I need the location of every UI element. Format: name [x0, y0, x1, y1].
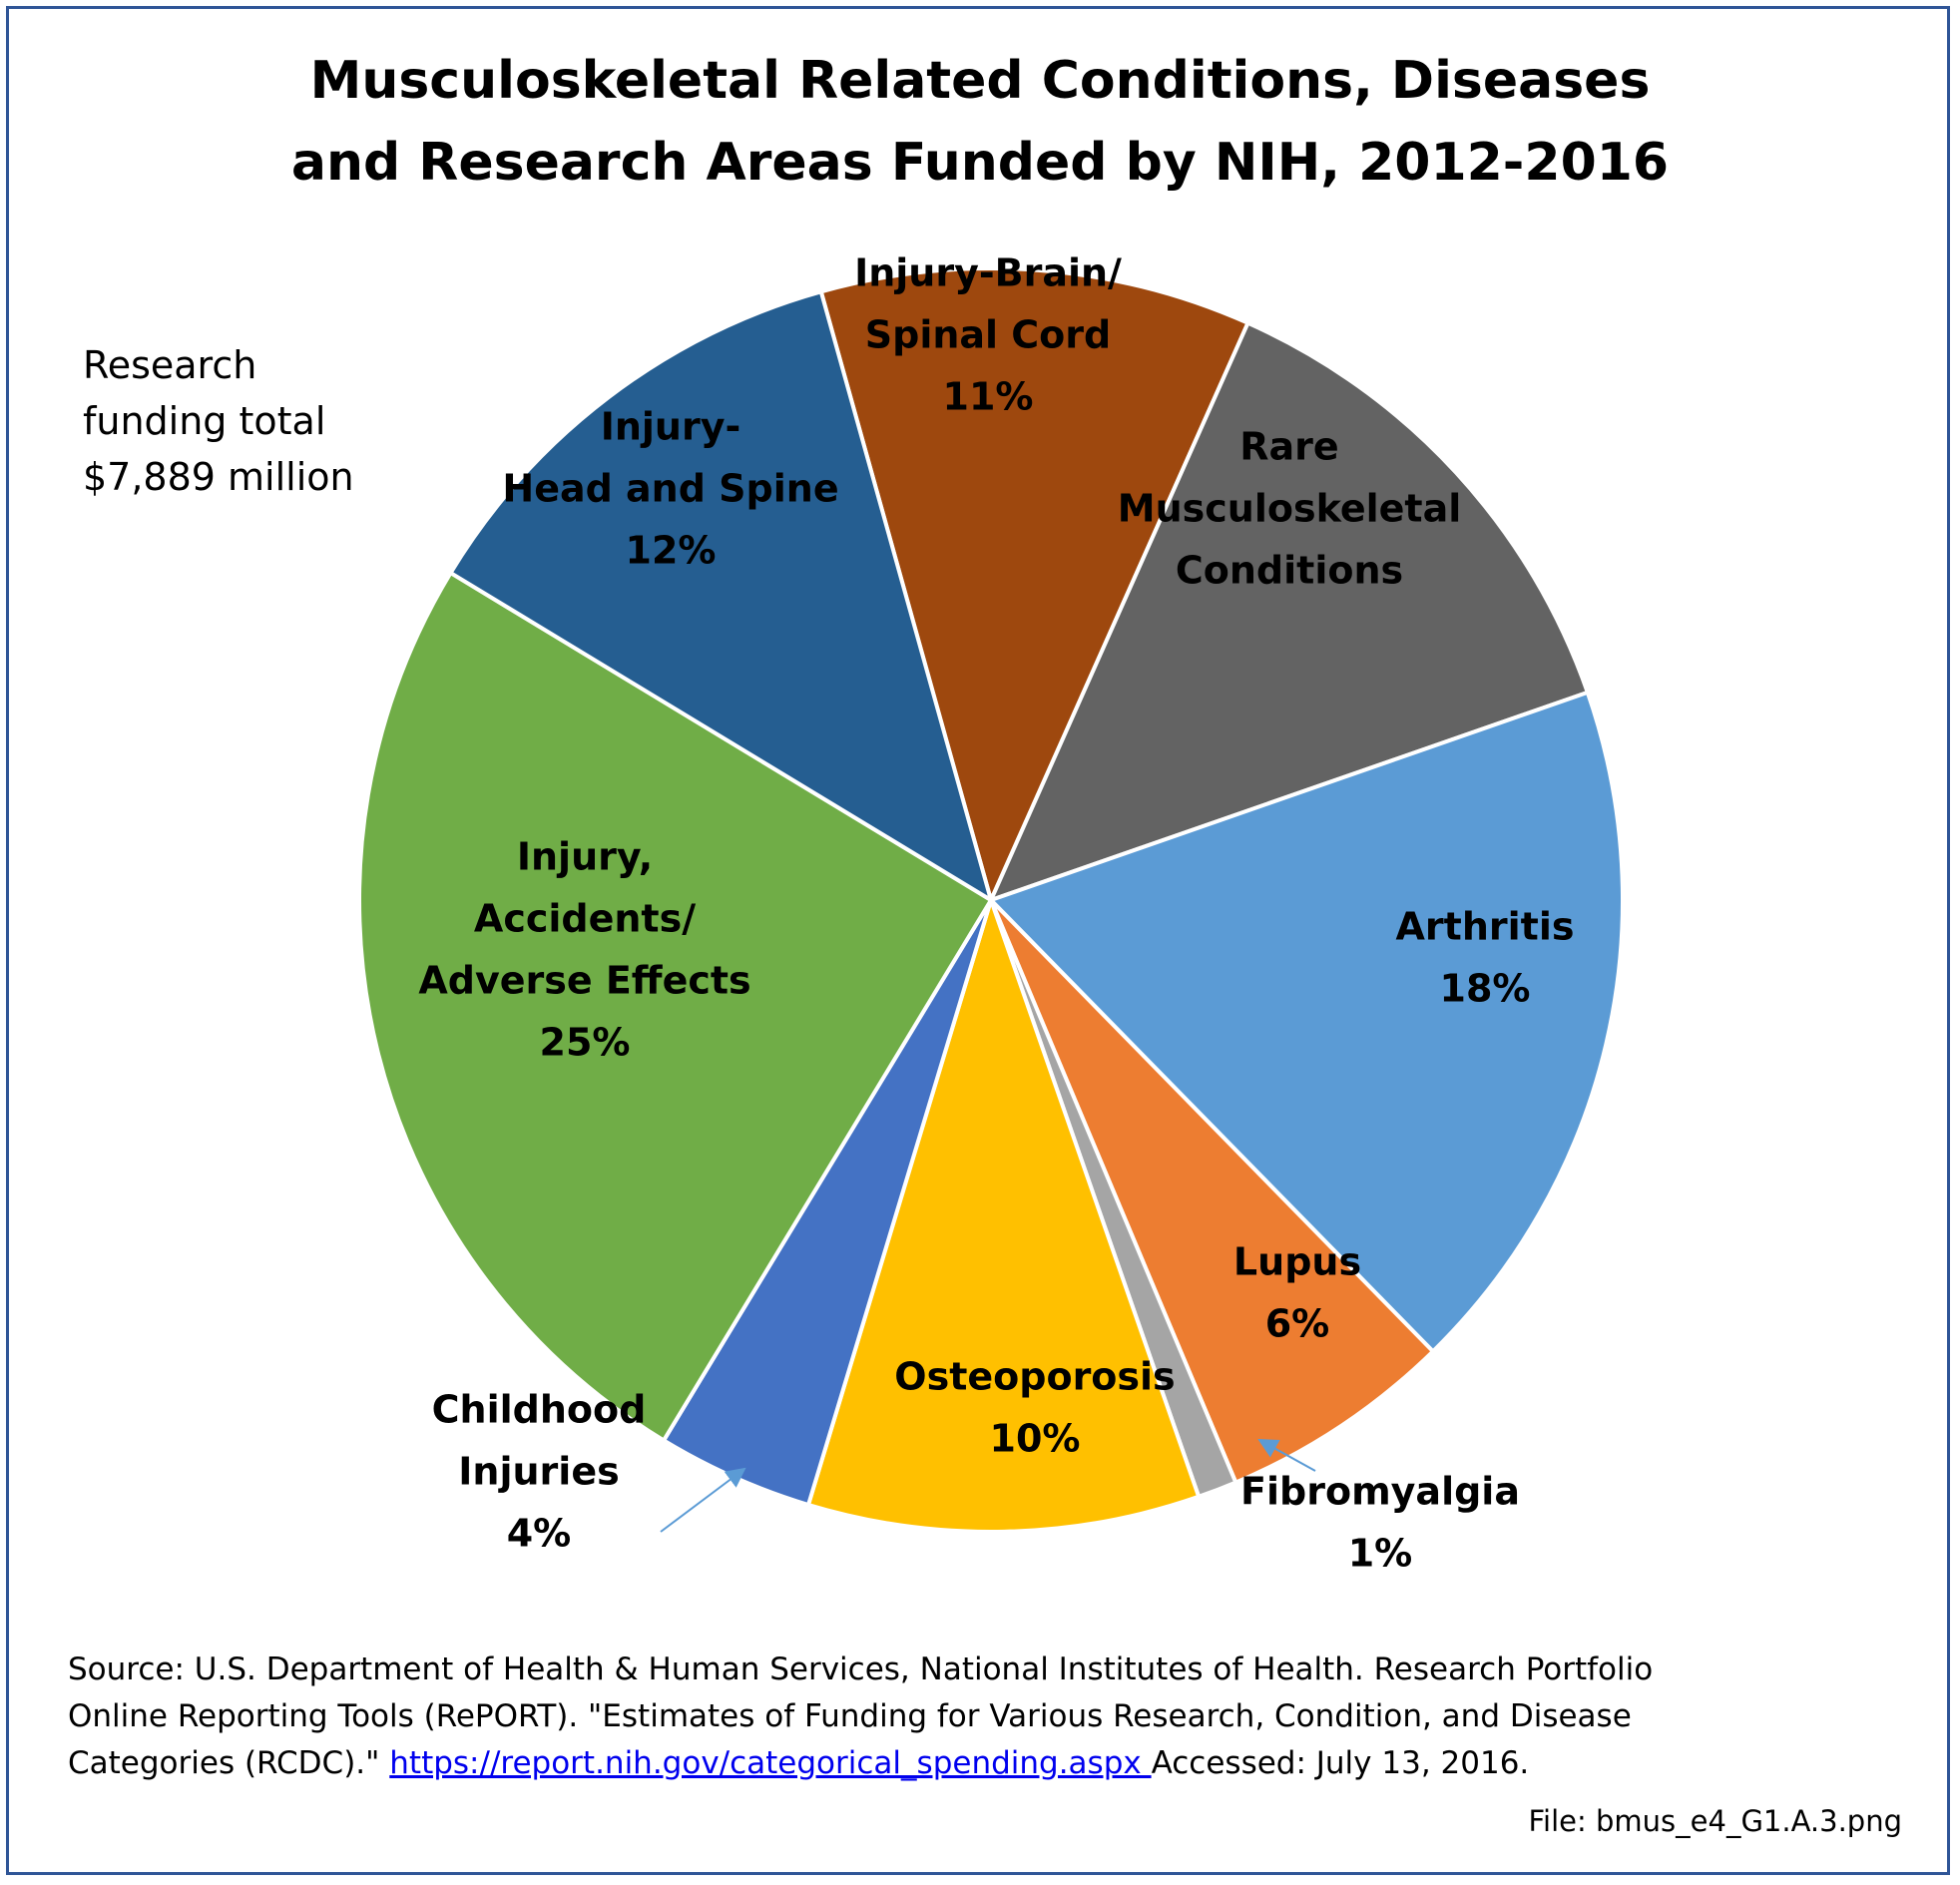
slice-injury-brain-spinal-cord [818, 266, 1250, 902]
chart-frame [6, 6, 1950, 1875]
title-line-2: and Research Areas Funded by NIH, 2012-2… [290, 133, 1670, 193]
file-label: File: bmus_e4_G1.A.3.png [1528, 1804, 1902, 1838]
slice-percent-label: 25% [540, 1021, 631, 1065]
source-note: Source: U.S. Department of Health & Huma… [68, 1647, 1685, 1787]
childhood-injuries-leader-arrow [660, 1467, 746, 1533]
fibromyalgia-leader-arrow [1257, 1439, 1316, 1472]
source-link[interactable]: https://report.nih.gov/categorical_spend… [389, 1745, 1152, 1781]
slice-label-line: Arthritis [1396, 905, 1575, 949]
slice-osteoporosis [806, 898, 1202, 1534]
slice-percent-label: 18% [1440, 967, 1531, 1011]
slice-label-line: Accidents/ [474, 897, 696, 941]
slice-percent-label: 10% [990, 1417, 1081, 1461]
slice-label-line: Lupus [1233, 1240, 1361, 1284]
slice-label-line: Injury- [601, 405, 741, 449]
annotation-line-2: funding total [83, 399, 326, 443]
annotation-line-3: $7,889 million [83, 455, 354, 499]
slice-label-line: Spinal Cord [865, 313, 1111, 357]
slice-percent-label: 1% [1348, 1532, 1413, 1576]
slice-label-line: Conditions [1176, 549, 1403, 593]
source-accessed: Accessed: July 13, 2016. [1151, 1745, 1530, 1781]
slice-label-line: Head and Spine [502, 467, 838, 511]
source-text: Source: U.S. Department of Health & Huma… [68, 1651, 1654, 1781]
slice-label-line: Rare [1239, 425, 1338, 469]
slice-lupus [989, 898, 1435, 1485]
funding-total-annotation: Research funding total $7,889 million [83, 337, 354, 505]
slice-label-line: Osteoporosis [894, 1355, 1175, 1399]
chart-title: Musculoskeletal Related Conditions, Dise… [0, 40, 1960, 204]
slice-percent-label: 12% [626, 529, 717, 573]
slice-injury-head-and-spine [448, 289, 993, 902]
slice-injury-accidents-adverse-effects [357, 571, 993, 1443]
slice-label-line: Injuries [458, 1450, 619, 1494]
slice-label-line: Adverse Effects [418, 959, 750, 1003]
slice-arthritis [989, 690, 1625, 1354]
slice-label-line: Injury, [517, 835, 653, 879]
slice-label-line: Musculoskeletal [1118, 487, 1461, 531]
slice-label-line: Injury-Brain/ [854, 251, 1122, 295]
slice-percent-label: 6% [1265, 1302, 1330, 1346]
slice-label-line: Fibromyalgia [1240, 1470, 1520, 1514]
title-line-1: Musculoskeletal Related Conditions, Dise… [309, 51, 1651, 111]
annotation-line-1: Research [83, 343, 257, 387]
slice-rare-musculoskeletal-conditions [989, 320, 1590, 902]
slice-percent-label: 4% [507, 1512, 572, 1556]
slice-label-line: Childhood [432, 1388, 647, 1432]
slice-percent-label: 11% [943, 375, 1034, 419]
